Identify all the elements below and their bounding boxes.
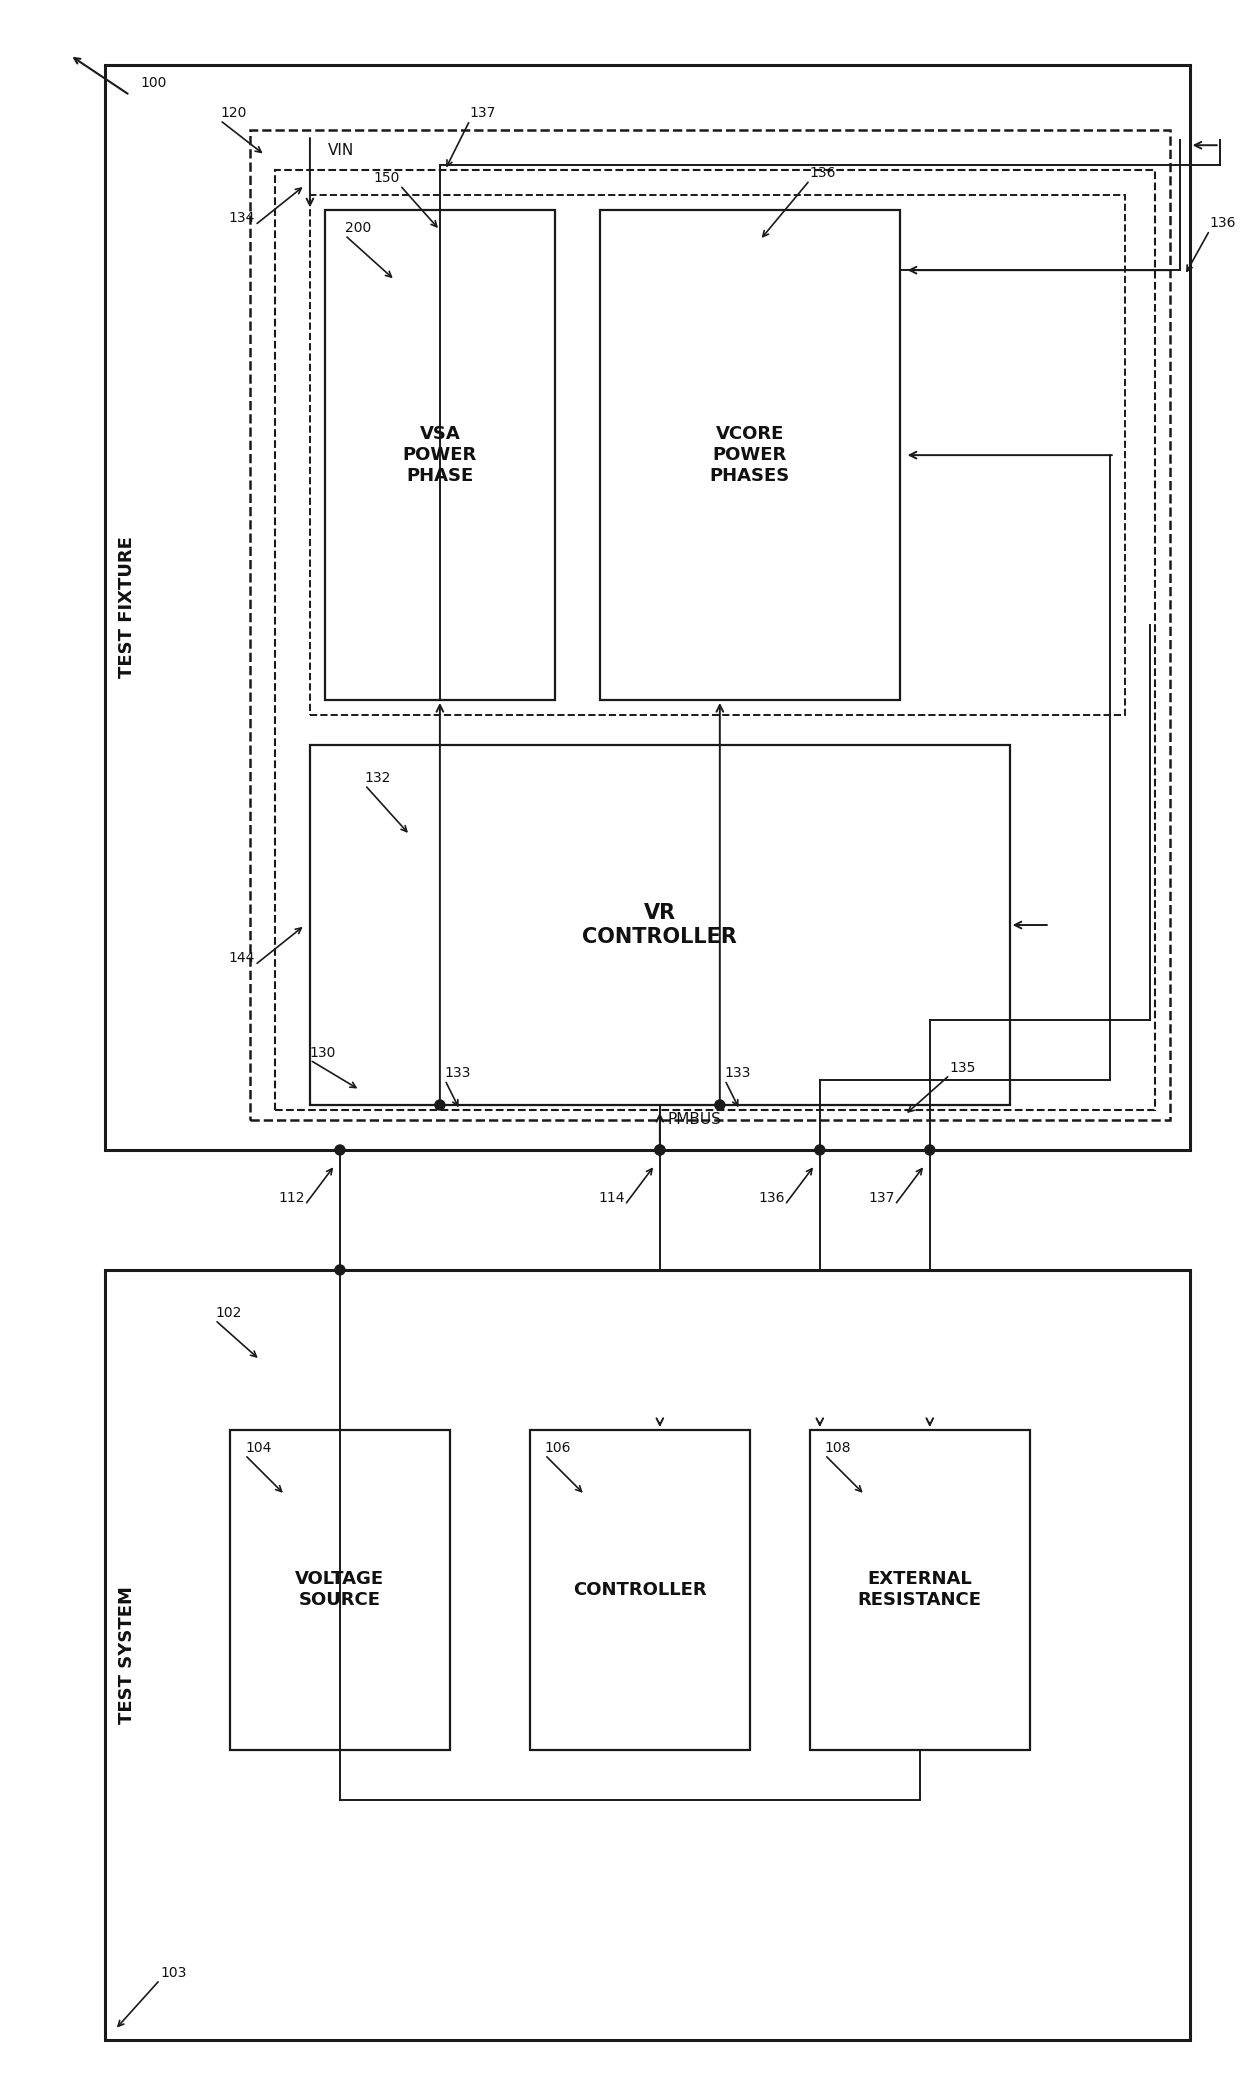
Bar [810, 1429, 1029, 1750]
Circle shape [435, 1100, 445, 1110]
Bar [250, 131, 1169, 1121]
Circle shape [714, 1100, 725, 1110]
Bar [325, 210, 554, 700]
Text: 137: 137 [868, 1191, 895, 1204]
Text: 106: 106 [544, 1441, 572, 1454]
Text: CONTROLLER: CONTROLLER [573, 1581, 707, 1600]
Circle shape [655, 1146, 665, 1154]
Text: VSA
POWER
PHASE: VSA POWER PHASE [403, 425, 477, 485]
Text: 112: 112 [279, 1191, 305, 1204]
Text: VIN: VIN [327, 144, 355, 158]
Text: 135: 135 [950, 1060, 976, 1075]
Bar [105, 65, 1189, 1150]
Text: 104: 104 [246, 1441, 272, 1454]
Text: 108: 108 [825, 1441, 852, 1454]
Text: 103: 103 [160, 1966, 186, 1979]
Bar [275, 171, 1154, 1110]
Text: VOLTAGE
SOURCE: VOLTAGE SOURCE [295, 1571, 384, 1610]
Text: 136: 136 [759, 1191, 785, 1204]
Bar [105, 1271, 1189, 2039]
Text: 102: 102 [215, 1306, 242, 1321]
Text: 150: 150 [373, 171, 401, 185]
Text: EXTERNAL
RESISTANCE: EXTERNAL RESISTANCE [858, 1571, 982, 1610]
Text: 136: 136 [1210, 217, 1236, 231]
Circle shape [815, 1146, 825, 1154]
Text: 120: 120 [219, 106, 247, 121]
Text: 130: 130 [310, 1046, 336, 1060]
Text: PMBUS: PMBUS [668, 1112, 722, 1127]
Bar [310, 196, 1125, 714]
Circle shape [335, 1146, 345, 1154]
Bar [529, 1429, 750, 1750]
Bar [229, 1429, 450, 1750]
Circle shape [655, 1146, 665, 1154]
Text: 100: 100 [140, 77, 166, 90]
Text: 144: 144 [228, 952, 255, 964]
Bar [310, 746, 1009, 1104]
Circle shape [925, 1146, 935, 1154]
Text: 134: 134 [228, 210, 255, 225]
Text: TEST FIXTURE: TEST FIXTURE [118, 535, 136, 679]
Bar [600, 210, 900, 700]
Text: 137: 137 [470, 106, 496, 121]
Text: TEST SYSTEM: TEST SYSTEM [118, 1585, 136, 1725]
Text: VR
CONTROLLER: VR CONTROLLER [583, 904, 738, 946]
Text: 200: 200 [345, 221, 371, 235]
Text: 114: 114 [599, 1191, 625, 1204]
Text: 133: 133 [725, 1066, 751, 1079]
Text: 136: 136 [810, 167, 836, 181]
Text: 132: 132 [365, 771, 392, 785]
Text: VCORE
POWER
PHASES: VCORE POWER PHASES [709, 425, 790, 485]
Circle shape [335, 1264, 345, 1275]
Text: 133: 133 [445, 1066, 471, 1079]
